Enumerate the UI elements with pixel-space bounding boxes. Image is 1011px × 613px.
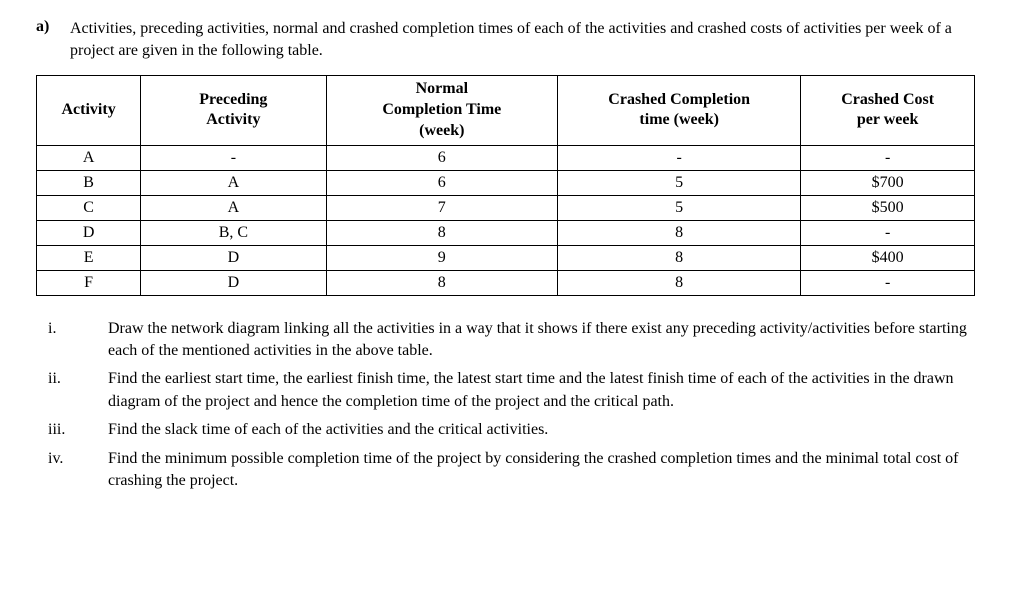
header-text: per week bbox=[857, 111, 918, 128]
cell-preceding: - bbox=[141, 145, 326, 170]
question-intro: a) Activities, preceding activities, nor… bbox=[36, 18, 975, 61]
header-text: Preceding bbox=[199, 91, 267, 108]
cell-crashed-time: 8 bbox=[558, 270, 801, 295]
subpart-text: Find the slack time of each of the activ… bbox=[108, 419, 975, 441]
cell-preceding: D bbox=[141, 245, 326, 270]
table-row: E D 9 8 $400 bbox=[37, 245, 975, 270]
cell-crashed-time: 5 bbox=[558, 170, 801, 195]
subpart-label: i. bbox=[48, 318, 108, 340]
cell-normal: 8 bbox=[326, 220, 558, 245]
subpart-item: iv. Find the minimum possible completion… bbox=[48, 448, 975, 493]
col-header-activity: Activity bbox=[37, 76, 141, 145]
header-text: (week) bbox=[419, 122, 464, 139]
table-row: D B, C 8 8 - bbox=[37, 220, 975, 245]
cell-normal: 6 bbox=[326, 145, 558, 170]
cell-crashed-cost: $700 bbox=[801, 170, 975, 195]
table-row: B A 6 5 $700 bbox=[37, 170, 975, 195]
table-row: A - 6 - - bbox=[37, 145, 975, 170]
subpart-label: ii. bbox=[48, 368, 108, 390]
subpart-text: Find the earliest start time, the earlie… bbox=[108, 368, 975, 413]
table-body: A - 6 - - B A 6 5 $700 C A 7 5 $500 D B,… bbox=[37, 145, 975, 295]
cell-normal: 7 bbox=[326, 195, 558, 220]
cell-crashed-cost: - bbox=[801, 270, 975, 295]
subpart-text: Find the minimum possible completion tim… bbox=[108, 448, 975, 493]
table-header-row: Activity Preceding Activity Normal Compl… bbox=[37, 76, 975, 145]
cell-preceding: D bbox=[141, 270, 326, 295]
cell-crashed-cost: $500 bbox=[801, 195, 975, 220]
header-text: time (week) bbox=[639, 111, 719, 128]
col-header-crashed-cost: Crashed Cost per week bbox=[801, 76, 975, 145]
cell-normal: 9 bbox=[326, 245, 558, 270]
subpart-text: Draw the network diagram linking all the… bbox=[108, 318, 975, 363]
header-text: Activity bbox=[62, 101, 116, 118]
header-text: Crashed Completion bbox=[608, 91, 750, 108]
cell-activity: C bbox=[37, 195, 141, 220]
subpart-label: iii. bbox=[48, 419, 108, 441]
cell-crashed-time: 8 bbox=[558, 220, 801, 245]
cell-activity: F bbox=[37, 270, 141, 295]
cell-crashed-time: 8 bbox=[558, 245, 801, 270]
activities-table: Activity Preceding Activity Normal Compl… bbox=[36, 75, 975, 295]
subpart-item: i. Draw the network diagram linking all … bbox=[48, 318, 975, 363]
col-header-preceding: Preceding Activity bbox=[141, 76, 326, 145]
subpart-item: iii. Find the slack time of each of the … bbox=[48, 419, 975, 441]
cell-crashed-time: - bbox=[558, 145, 801, 170]
header-text: Completion Time bbox=[382, 101, 501, 118]
cell-activity: D bbox=[37, 220, 141, 245]
table-row: C A 7 5 $500 bbox=[37, 195, 975, 220]
subpart-item: ii. Find the earliest start time, the ea… bbox=[48, 368, 975, 413]
cell-preceding: A bbox=[141, 195, 326, 220]
question-label: a) bbox=[36, 18, 70, 36]
cell-crashed-time: 5 bbox=[558, 195, 801, 220]
col-header-normal: Normal Completion Time (week) bbox=[326, 76, 558, 145]
cell-crashed-cost: $400 bbox=[801, 245, 975, 270]
col-header-crashed-time: Crashed Completion time (week) bbox=[558, 76, 801, 145]
cell-crashed-cost: - bbox=[801, 220, 975, 245]
table-row: F D 8 8 - bbox=[37, 270, 975, 295]
header-text: Crashed Cost bbox=[841, 91, 934, 108]
subparts-list: i. Draw the network diagram linking all … bbox=[36, 318, 975, 493]
cell-preceding: B, C bbox=[141, 220, 326, 245]
cell-crashed-cost: - bbox=[801, 145, 975, 170]
subpart-label: iv. bbox=[48, 448, 108, 470]
cell-activity: E bbox=[37, 245, 141, 270]
header-text: Normal bbox=[416, 80, 468, 97]
cell-normal: 6 bbox=[326, 170, 558, 195]
cell-activity: B bbox=[37, 170, 141, 195]
question-text: Activities, preceding activities, normal… bbox=[70, 18, 975, 61]
header-text: Activity bbox=[206, 111, 260, 128]
cell-normal: 8 bbox=[326, 270, 558, 295]
cell-activity: A bbox=[37, 145, 141, 170]
cell-preceding: A bbox=[141, 170, 326, 195]
